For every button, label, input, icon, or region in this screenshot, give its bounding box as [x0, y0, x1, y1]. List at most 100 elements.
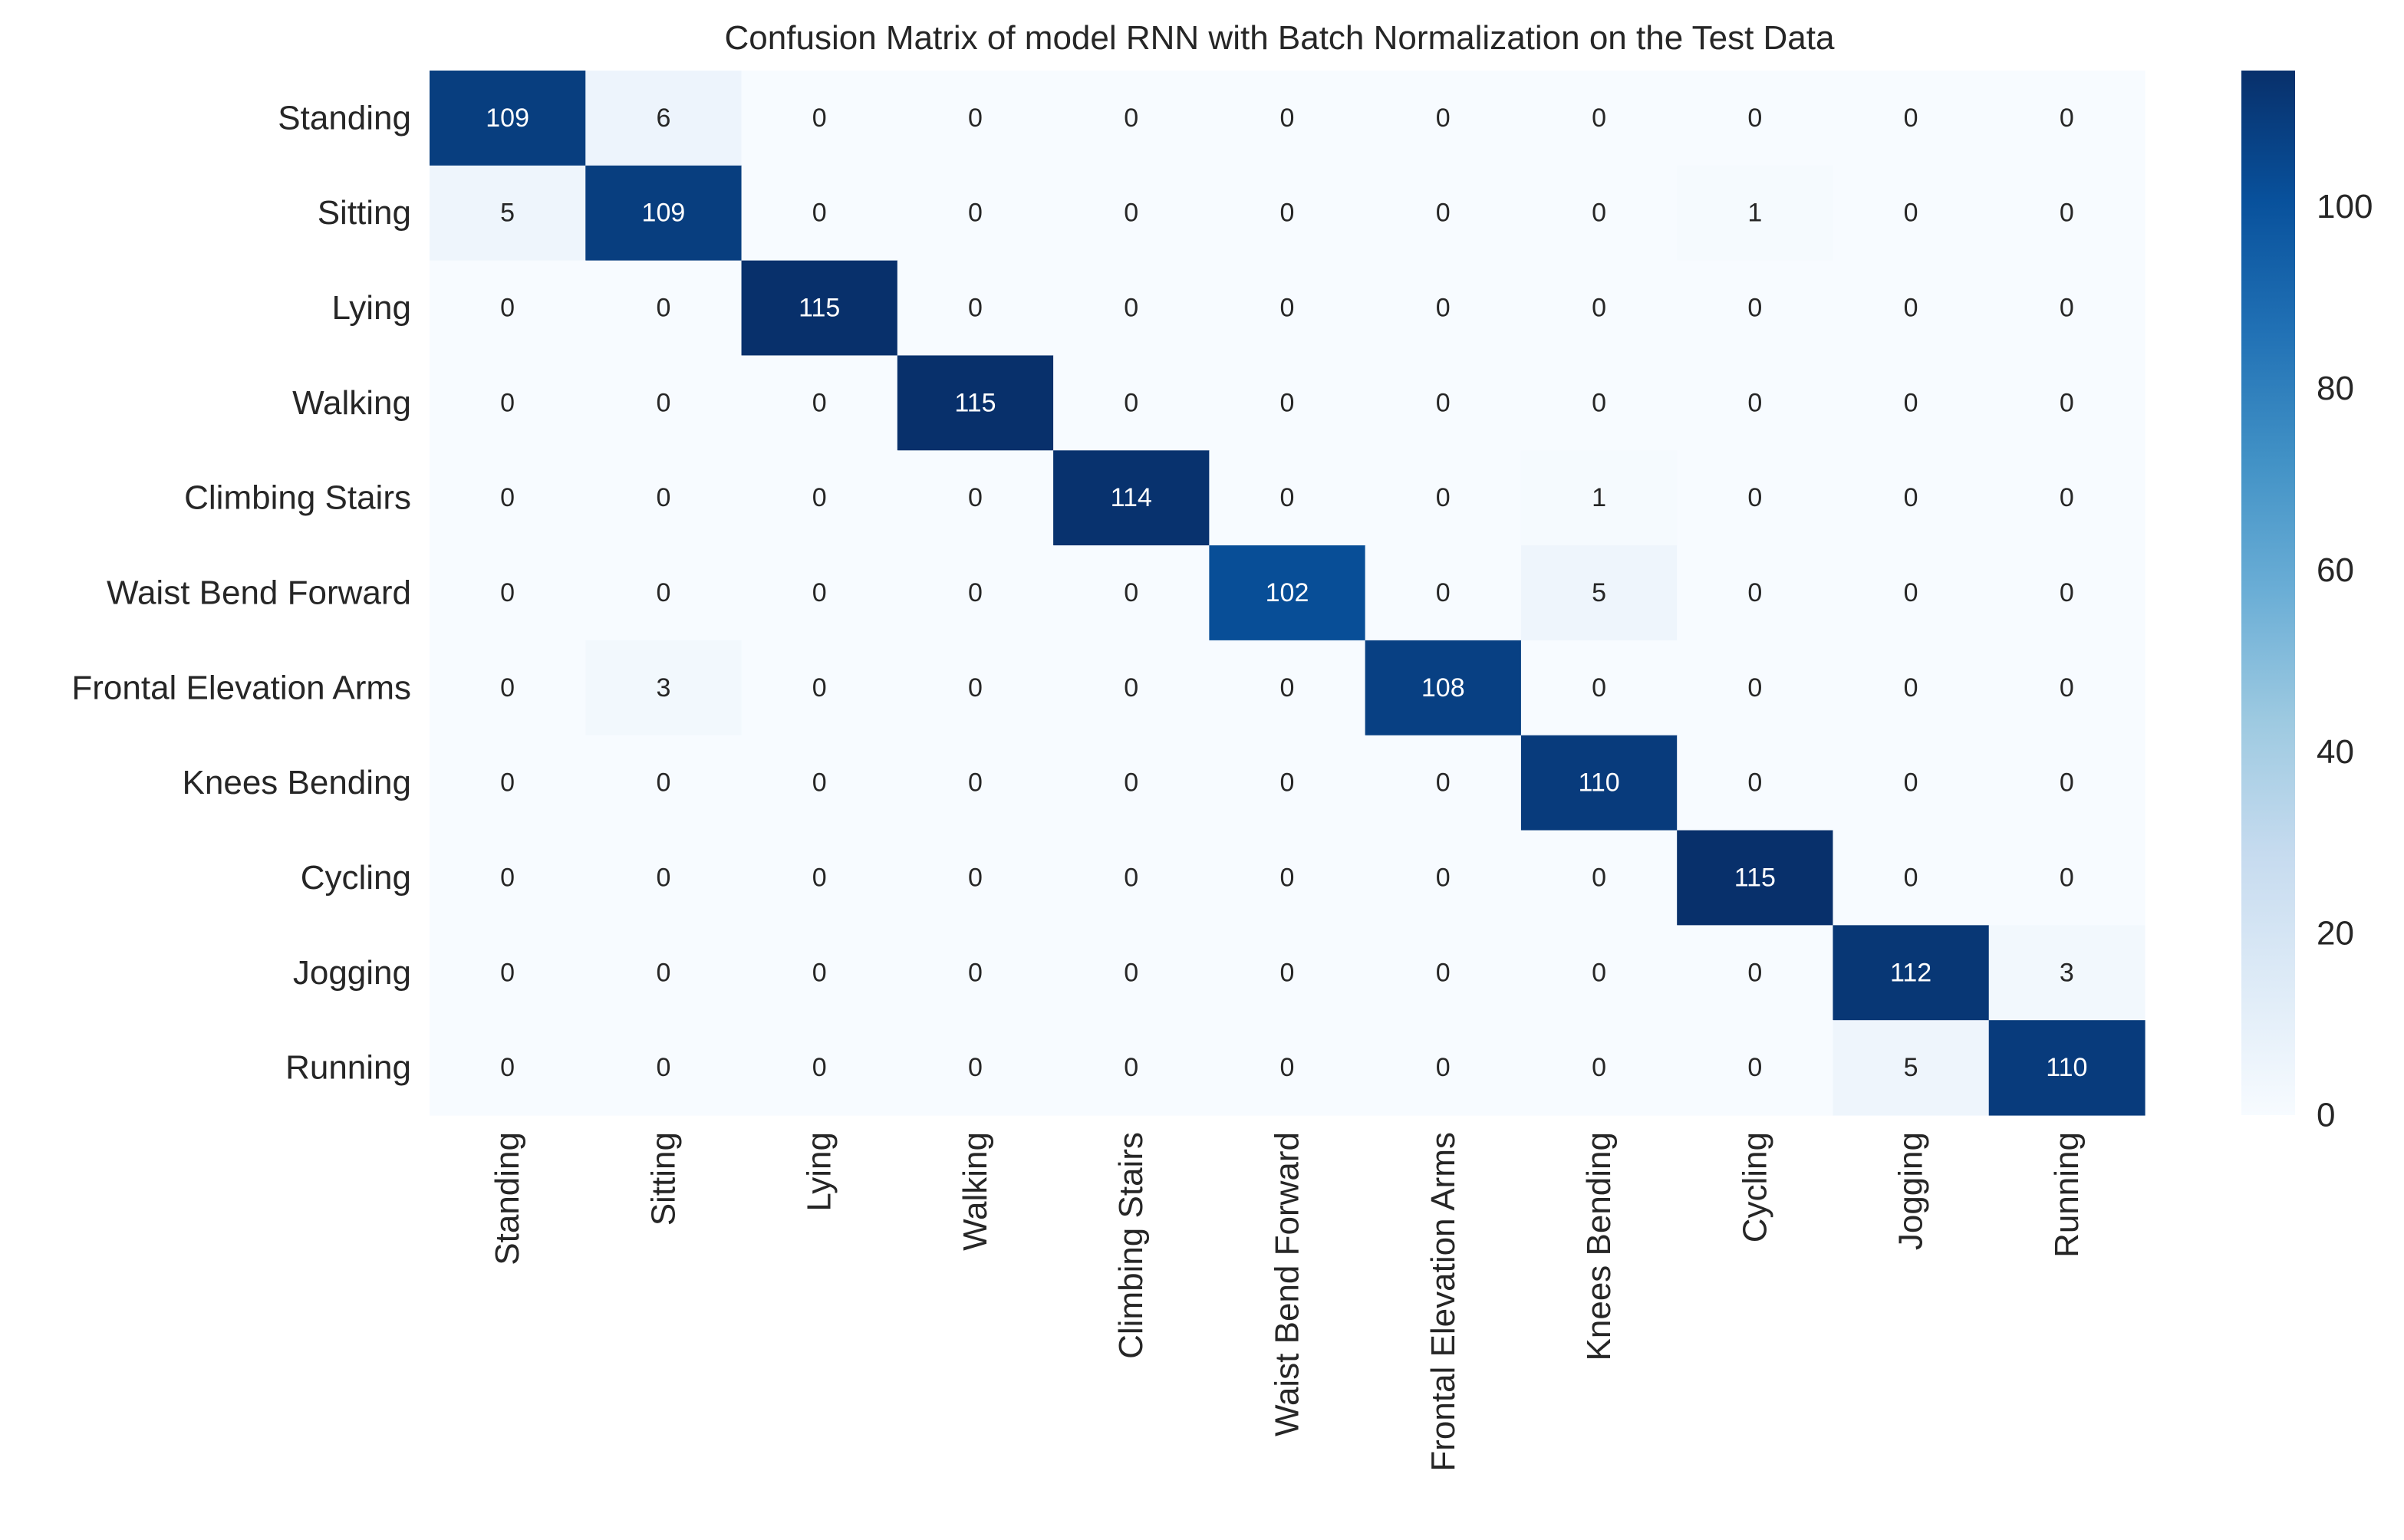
cell-value-label: 0 — [968, 104, 983, 133]
heatmap-cell — [585, 925, 743, 1021]
cell-value-label: 0 — [2060, 578, 2074, 607]
heatmap-cell — [1988, 1020, 2145, 1116]
cell-value-label: 0 — [812, 958, 827, 987]
row-tick-label: Waist Bend Forward — [107, 574, 411, 612]
heatmap-cell — [1209, 925, 1366, 1021]
heatmap-cell — [897, 450, 1054, 546]
cell-value-label: 0 — [1747, 388, 1762, 417]
heatmap-cell — [1520, 260, 1678, 357]
cell-value-label: 0 — [1436, 958, 1451, 987]
cell-value-label: 0 — [1904, 104, 1918, 133]
column-tick-label: Frontal Elevation Arms — [1424, 1132, 1462, 1472]
heatmap-cell — [897, 71, 1054, 166]
heatmap-cell — [1053, 1020, 1210, 1116]
row-tick-label: Running — [285, 1049, 411, 1087]
heatmap-cell — [430, 260, 586, 357]
cell-value-label: 115 — [954, 388, 996, 417]
cell-value-label: 0 — [1280, 1053, 1295, 1082]
heatmap-cell — [1053, 735, 1210, 831]
column-tick-label: Standing — [489, 1132, 526, 1265]
heatmap-cell — [897, 830, 1054, 926]
heatmap-cell — [1677, 260, 1834, 357]
cell-value-label: 0 — [500, 673, 515, 703]
heatmap-cell — [1677, 830, 1834, 926]
cell-value-label: 0 — [968, 958, 983, 987]
heatmap-cell — [1053, 355, 1210, 451]
cell-value-label: 0 — [656, 294, 670, 323]
cell-value-label: 0 — [1280, 673, 1295, 703]
heatmap-cell — [585, 735, 743, 831]
heatmap-cell — [1988, 830, 2145, 926]
heatmap-cell — [430, 1020, 586, 1116]
cell-value-label: 5 — [500, 199, 515, 228]
cell-value-label: 0 — [1280, 104, 1295, 133]
heatmap-cell — [1833, 545, 1990, 641]
cell-value-label: 0 — [1280, 199, 1295, 228]
heatmap-cell — [897, 165, 1054, 262]
heatmap-cell — [1209, 640, 1366, 736]
cell-value-label: 0 — [1904, 768, 1918, 798]
cell-value-label: 0 — [2060, 199, 2074, 228]
cell-value-label: 108 — [1421, 673, 1465, 703]
cell-value-label: 6 — [656, 104, 670, 133]
heatmap-cell — [1988, 71, 2145, 166]
column-tick-label: Walking — [957, 1132, 994, 1251]
cell-value-label: 115 — [799, 294, 840, 323]
cell-value-label: 0 — [968, 863, 983, 892]
heatmap-cell — [741, 735, 898, 831]
cell-value-label: 115 — [1734, 863, 1776, 892]
row-tick-label: Lying — [331, 289, 411, 327]
cell-value-label: 0 — [1124, 578, 1138, 607]
column-tick-label: Running — [2048, 1132, 2086, 1258]
cell-value-label: 0 — [1436, 104, 1451, 133]
cell-value-label: 0 — [1436, 199, 1451, 228]
cell-value-label: 0 — [500, 768, 515, 798]
cell-value-label: 0 — [656, 483, 670, 512]
heatmap-cell — [1833, 1020, 1990, 1116]
heatmap-cell — [585, 640, 743, 736]
heatmap-cell — [1833, 165, 1990, 262]
heatmap-cell — [741, 830, 898, 926]
heatmap-cell — [1365, 450, 1522, 546]
heatmap-cell — [1365, 71, 1522, 166]
cell-value-label: 0 — [1904, 863, 1918, 892]
heatmap-cell — [1520, 1020, 1678, 1116]
heatmap-cell — [741, 1020, 898, 1116]
row-tick-label: Jogging — [293, 954, 411, 992]
cell-value-label: 0 — [1124, 673, 1138, 703]
heatmap-cell — [741, 355, 898, 451]
colorbar-tick-label: 100 — [2317, 188, 2373, 225]
column-tick-label: Climbing Stairs — [1112, 1132, 1150, 1359]
heatmap-cell — [1053, 925, 1210, 1021]
cell-value-label: 0 — [968, 673, 983, 703]
heatmap-cell — [1053, 640, 1210, 736]
cell-value-label: 0 — [1747, 104, 1762, 133]
heatmap-cell — [1520, 830, 1678, 926]
heatmap-cell — [585, 165, 743, 262]
cell-value-label: 0 — [1592, 1053, 1606, 1082]
heatmap-cell — [1365, 925, 1522, 1021]
heatmap-cell — [1677, 165, 1834, 262]
heatmap-cell — [430, 925, 586, 1021]
cell-value-label: 0 — [1124, 199, 1138, 228]
cell-value-label: 0 — [2060, 294, 2074, 323]
cell-value-label: 0 — [1124, 104, 1138, 133]
heatmap-cell — [430, 830, 586, 926]
column-tick-label: Sitting — [644, 1132, 682, 1226]
heatmap-cell — [585, 830, 743, 926]
cell-value-label: 0 — [1124, 294, 1138, 323]
heatmap-cell — [1520, 545, 1678, 641]
cell-value-label: 3 — [656, 673, 670, 703]
cell-value-label: 0 — [1747, 673, 1762, 703]
cell-value-label: 0 — [656, 1053, 670, 1082]
row-tick-label: Cycling — [301, 859, 411, 897]
cell-value-label: 0 — [2060, 863, 2074, 892]
column-tick-labels: Standing Sitting Lying Walking Climbing Stai… — [489, 1132, 2086, 1472]
cell-value-label: 0 — [1124, 388, 1138, 417]
cell-value-label: 0 — [1904, 199, 1918, 228]
row-tick-label: Sitting — [318, 194, 411, 232]
heatmap-cell — [1520, 355, 1678, 451]
heatmap-cell — [1833, 735, 1990, 831]
cell-value-label: 0 — [1592, 958, 1606, 987]
cell-value-label: 0 — [812, 673, 827, 703]
